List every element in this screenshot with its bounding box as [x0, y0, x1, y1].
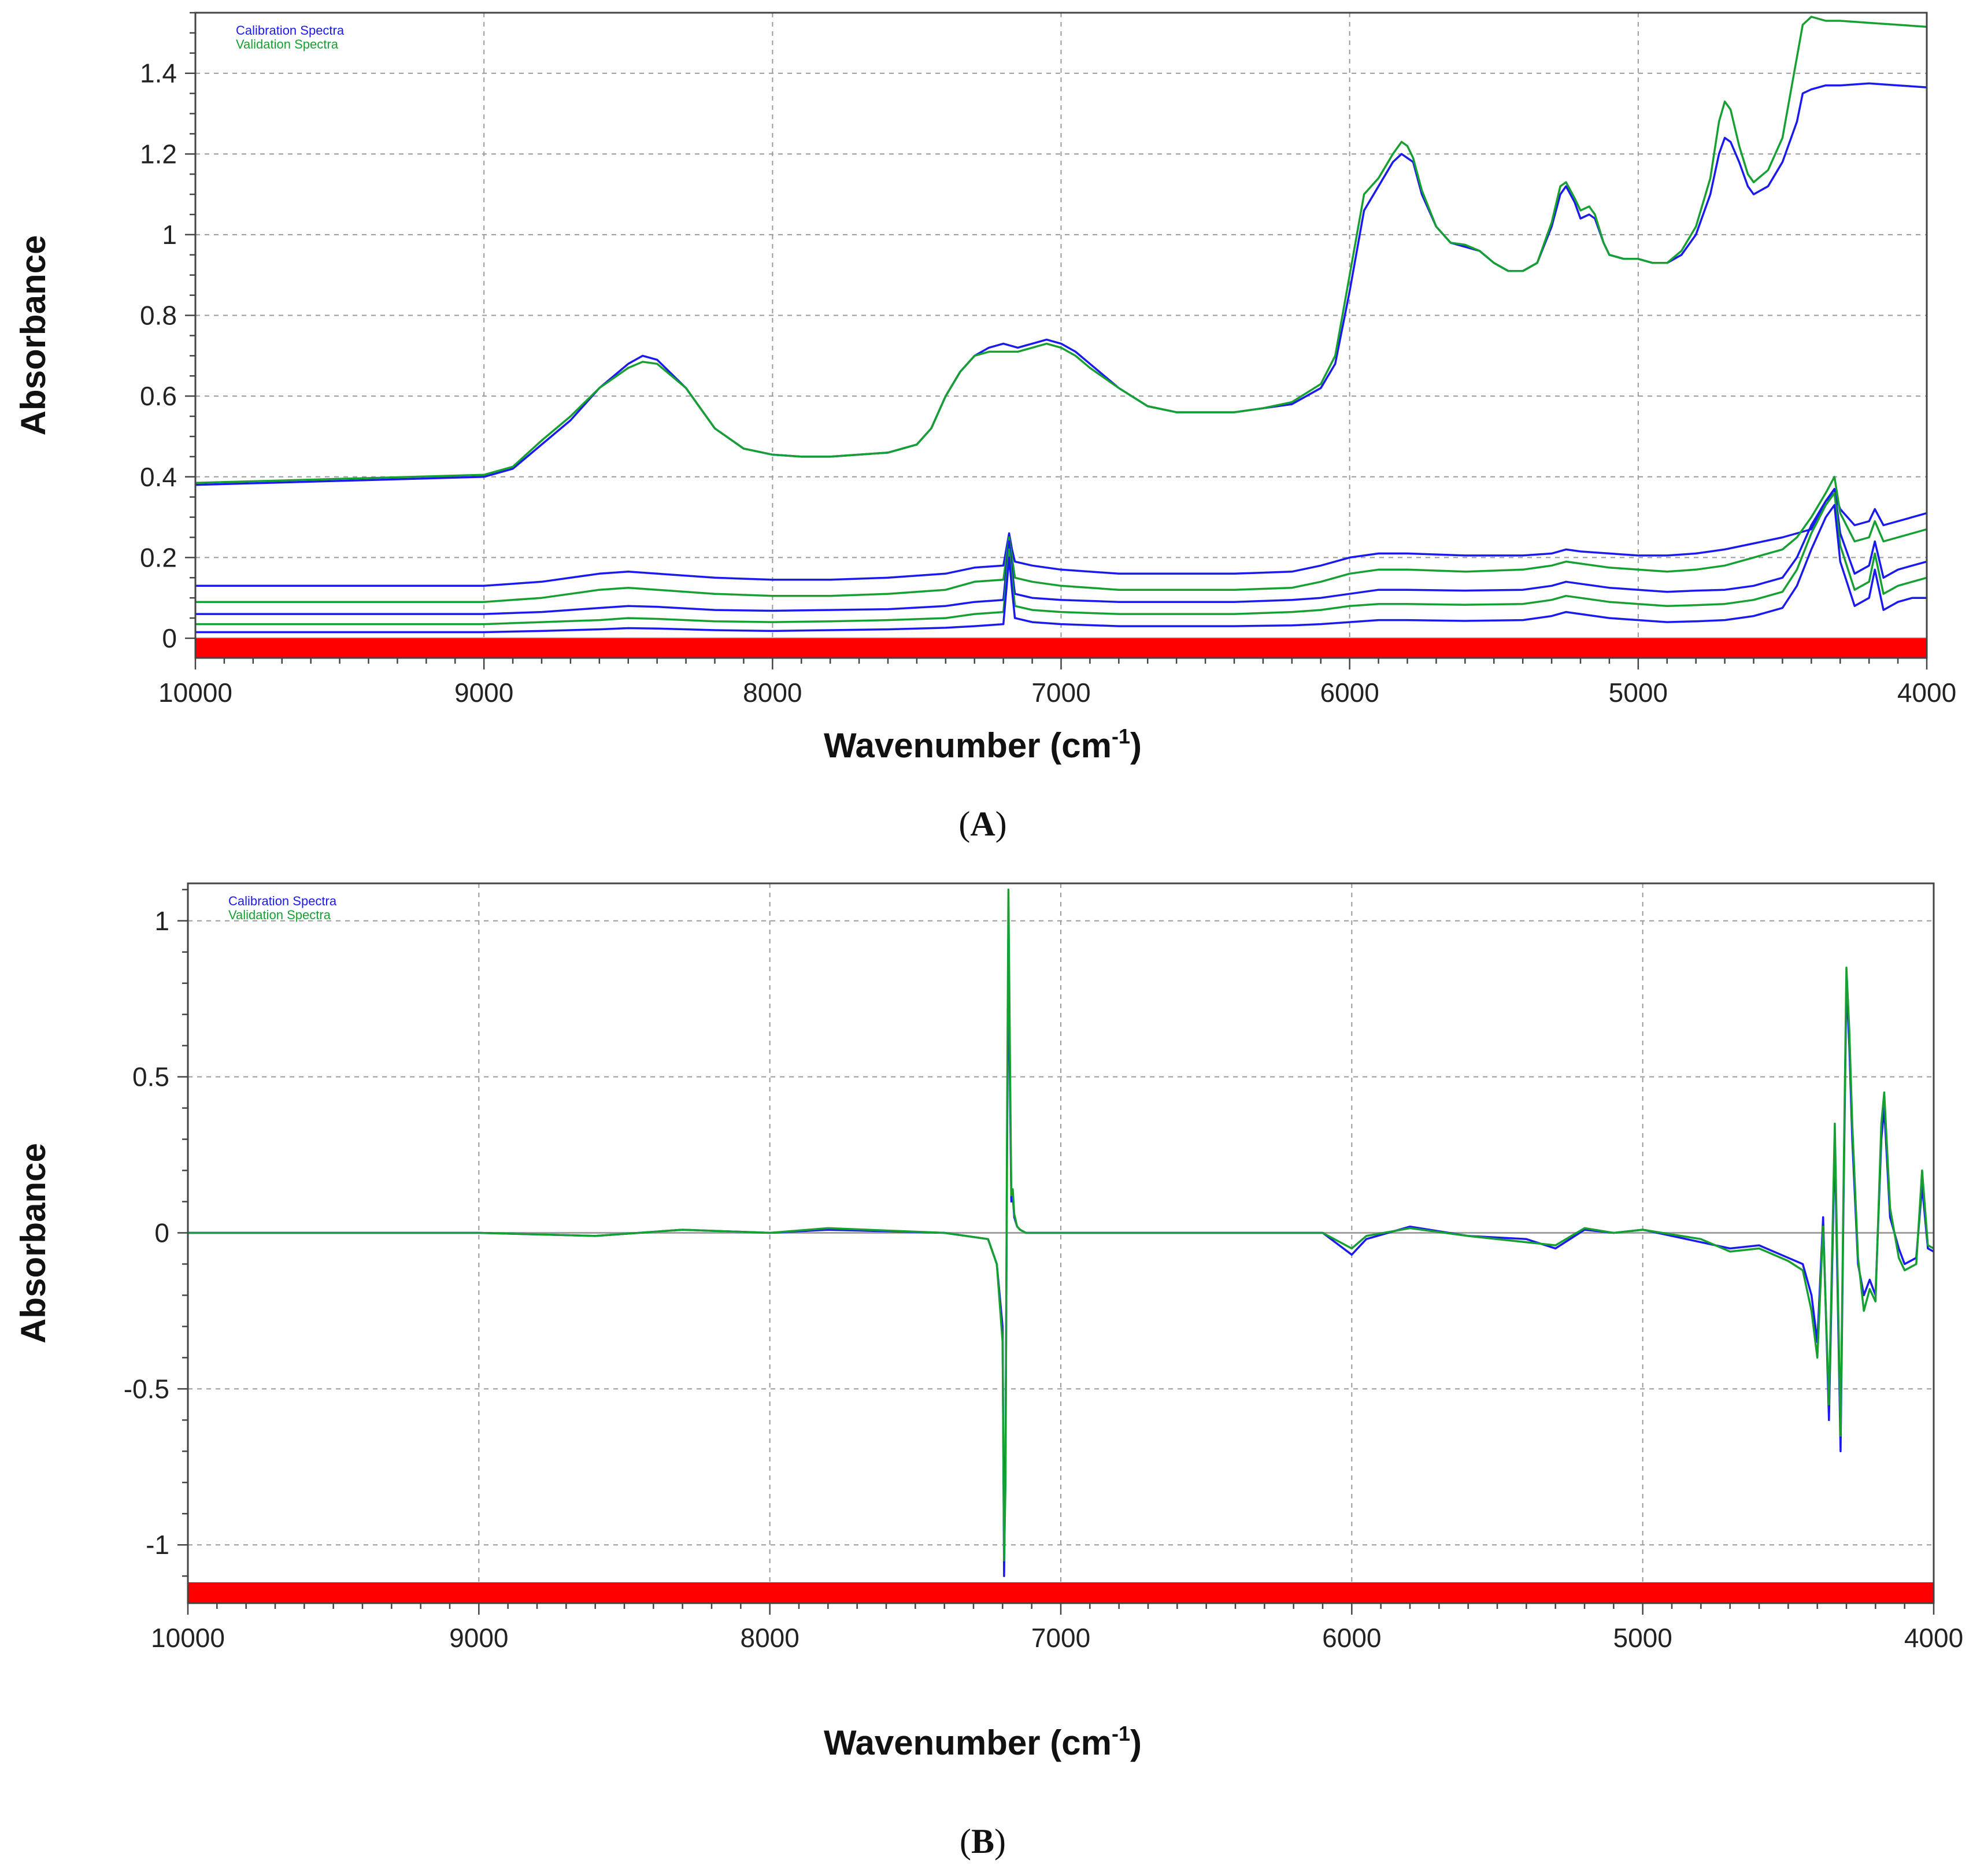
y-axis-title: Absorbance	[14, 235, 53, 436]
y-tick-label: 1	[154, 906, 169, 936]
x-tick-label: 8000	[743, 678, 802, 708]
x-tick-label: 10000	[151, 1623, 225, 1653]
x-axis-title: Wavenumber (cm-1)	[824, 1722, 1142, 1762]
chart-panel-a: 10000 9000 8000 7000 6000 5000 4000 0 0.2 0.4 0.6 0…	[14, 12, 1956, 843]
y-axis-title: Absorbance	[14, 1143, 53, 1344]
x-tick-label: 6000	[1320, 678, 1379, 708]
legend-entry-calibration: Calibration Spectra	[236, 23, 345, 38]
x-tick-label: 9000	[454, 678, 513, 708]
x-axis-title: Wavenumber (cm-1)	[824, 724, 1142, 765]
panel-label: (B)	[960, 1822, 1006, 1860]
x-tick-label: 5000	[1613, 1623, 1672, 1653]
y-tick-label: 0	[154, 1218, 169, 1248]
series-line-calibration-6	[195, 504, 1927, 634]
y-tick-label: 0.6	[140, 381, 177, 411]
x-tick-label: 5000	[1609, 678, 1668, 708]
y-tick-label: 0.4	[140, 462, 177, 492]
x-tick-label: 7000	[1031, 678, 1090, 708]
series-line-calibration-4	[195, 487, 1927, 615]
legend-entry-validation: Validation Spectra	[228, 908, 331, 922]
chart-panel-b: 10000 9000 8000 7000 6000 5000 4000 -1 -0.5 0 0.5 1…	[14, 882, 1963, 1860]
y-tick-label: 1.2	[140, 139, 177, 169]
x-tick-label: 4000	[1897, 678, 1956, 708]
legend-entry-validation: Validation Spectra	[236, 37, 339, 51]
y-tick-label: 0	[162, 623, 177, 653]
panel-label: (A)	[958, 805, 1006, 843]
y-tick-label: 1.4	[140, 58, 177, 88]
y-tick-label: 0.2	[140, 542, 177, 572]
y-tick-label: -0.5	[124, 1374, 169, 1404]
y-tick-label: 1	[162, 220, 177, 250]
x-tick-label: 9000	[449, 1623, 508, 1653]
x-tick-label: 7000	[1031, 1623, 1090, 1653]
series-line-validation-3	[195, 476, 1927, 603]
series-line-validation-1	[195, 16, 1927, 484]
x-tick-label: 6000	[1322, 1623, 1381, 1653]
y-tick-label: -1	[146, 1530, 169, 1560]
series-line-validation-1	[188, 889, 1934, 1562]
y-tick-label: 0.5	[132, 1062, 169, 1092]
y-tick-label: 0.8	[140, 301, 177, 331]
x-tick-label: 10000	[158, 678, 232, 708]
series-line-validation-5	[195, 491, 1927, 626]
legend-entry-calibration: Calibration Spectra	[228, 894, 337, 908]
excluded-region-bar	[195, 638, 1927, 658]
x-tick-label: 4000	[1904, 1623, 1963, 1653]
x-tick-label: 8000	[740, 1623, 799, 1653]
excluded-region-bar	[188, 1582, 1934, 1603]
